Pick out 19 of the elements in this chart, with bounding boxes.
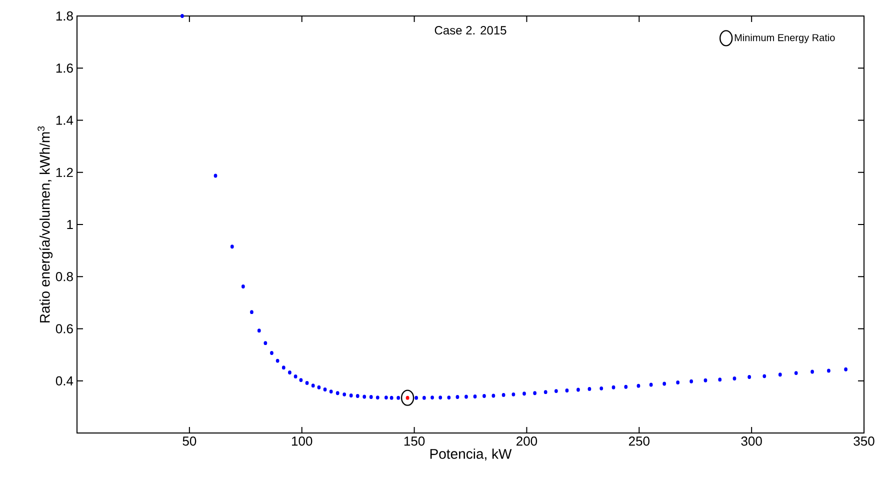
y-tick-label: 1.2 <box>56 168 73 177</box>
y-tick-label: 1.8 <box>56 11 73 21</box>
x-tick-label: 200 <box>516 436 538 446</box>
y-axis-title: Ratio energía/volumen, kWh/m$^{3}$ <box>38 126 53 322</box>
x-tick-label: 100 <box>292 436 312 446</box>
y-tick-label: 0.8 <box>56 272 73 282</box>
x-tick-label: 300 <box>741 436 762 446</box>
x-tick-label: 50 <box>182 436 196 446</box>
x-tick-label: 350 <box>854 436 874 446</box>
y-tick-label: 0.4 <box>56 376 74 386</box>
y-tick-label: 1.4 <box>56 116 74 125</box>
y-tick-label: 0.6 <box>56 324 73 334</box>
x-tick-label: 150 <box>404 436 425 446</box>
text: Case 2. 2015 <box>434 26 506 35</box>
y-tick-label: 1.6 <box>56 64 73 73</box>
legend-label: Minimum Energy Ratio <box>734 34 835 44</box>
x-axis-title: Potencia, kW <box>430 448 512 461</box>
x-tick-label: 250 <box>628 436 650 446</box>
y-tick-label: 1 <box>67 220 73 229</box>
